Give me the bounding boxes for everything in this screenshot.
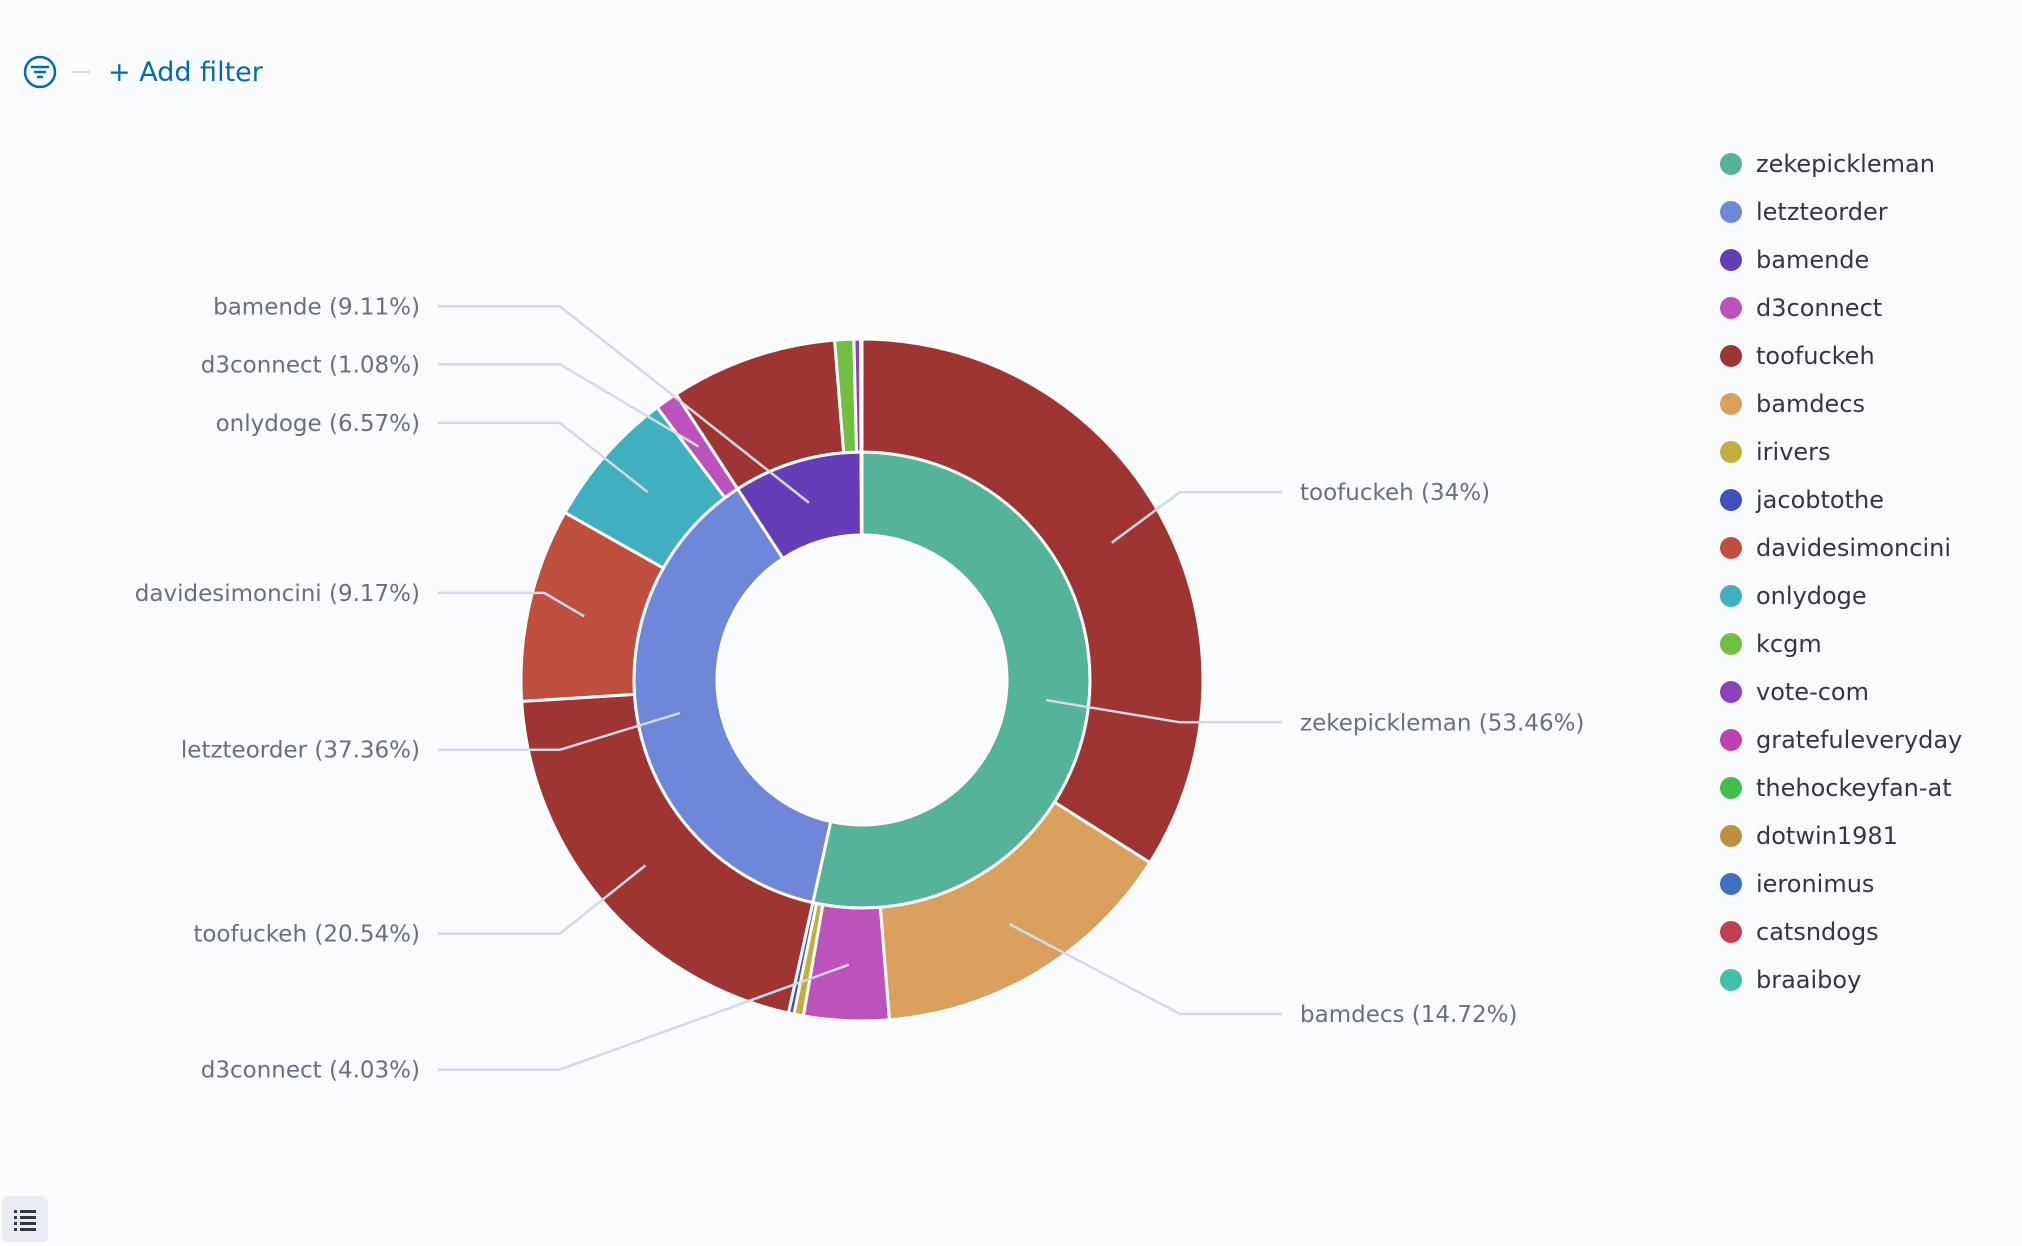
filter-icon[interactable]	[22, 54, 58, 90]
legend-color-dot	[1720, 585, 1742, 607]
filter-separator	[72, 71, 90, 73]
legend-label: d3connect	[1756, 294, 1883, 322]
legend-color-dot	[1720, 297, 1742, 319]
legend-color-dot	[1720, 249, 1742, 271]
legend-color-dot	[1720, 153, 1742, 175]
chart-slices	[519, 337, 1205, 1023]
legend-color-dot	[1720, 201, 1742, 223]
leader-line	[438, 963, 850, 1071]
legend-color-dot	[1720, 777, 1742, 799]
leader-line	[438, 711, 681, 751]
legend-label: letzteorder	[1756, 198, 1888, 226]
legend-color-dot	[1720, 537, 1742, 559]
chart-labels: zekepickleman (53.46%) letzteorder (37.36…	[135, 294, 1585, 1083]
slice-label: onlydoge (6.57%)	[216, 411, 420, 437]
leader-line	[438, 591, 585, 618]
legend-item[interactable]: gratefuleveryday	[1720, 716, 1962, 764]
slice-toofuckeh[interactable]	[860, 337, 1205, 865]
slice-label: davidesimoncini (9.17%)	[135, 581, 420, 607]
legend-item[interactable]: zekepickleman	[1720, 140, 1962, 188]
legend-label: zekepickleman	[1756, 150, 1935, 178]
legend-item[interactable]: irivers	[1720, 428, 1962, 476]
legend-item[interactable]: ieronimus	[1720, 860, 1962, 908]
legend-item[interactable]: bamende	[1720, 236, 1962, 284]
legend-item[interactable]: toofuckeh	[1720, 332, 1962, 380]
legend-item[interactable]: kcgm	[1720, 620, 1962, 668]
legend-label: catsndogs	[1756, 918, 1879, 946]
slice-label: bamdecs (14.72%)	[1300, 1002, 1517, 1028]
legend-label: jacobtothe	[1756, 486, 1884, 514]
legend-color-dot	[1720, 825, 1742, 847]
legend-label: toofuckeh	[1756, 342, 1875, 370]
list-icon	[14, 1210, 36, 1231]
legend-item[interactable]: catsndogs	[1720, 908, 1962, 956]
legend-label: irivers	[1756, 438, 1831, 466]
slice-vote-com[interactable]	[852, 337, 863, 454]
legend-item[interactable]: d3connect	[1720, 284, 1962, 332]
legend-toggle-button[interactable]	[2, 1196, 48, 1242]
legend-color-dot	[1720, 873, 1742, 895]
slice-label: toofuckeh (34%)	[1300, 480, 1490, 506]
legend-label: vote-com	[1756, 678, 1869, 706]
legend-item[interactable]: vote-com	[1720, 668, 1962, 716]
legend-color-dot	[1720, 633, 1742, 655]
slice-label: toofuckeh (20.54%)	[193, 922, 420, 948]
legend-color-dot	[1720, 345, 1742, 367]
donut-chart: zekepickleman (53.46%) letzteorder (37.36…	[135, 294, 1585, 1083]
legend-color-dot	[1720, 681, 1742, 703]
legend-item[interactable]: jacobtothe	[1720, 476, 1962, 524]
legend-item[interactable]: onlydoge	[1720, 572, 1962, 620]
legend-label: dotwin1981	[1756, 822, 1898, 850]
legend-color-dot	[1720, 441, 1742, 463]
legend-label: gratefuleveryday	[1756, 726, 1963, 754]
legend-item[interactable]: letzteorder	[1720, 188, 1962, 236]
leader-line	[438, 305, 810, 504]
slice-label: letzteorder (37.36%)	[181, 738, 420, 764]
legend-label: kcgm	[1756, 630, 1822, 658]
legend-label: ieronimus	[1756, 870, 1875, 898]
legend-item[interactable]: davidesimoncini	[1720, 524, 1962, 572]
legend-item[interactable]: bamdecs	[1720, 380, 1962, 428]
legend-label: bamende	[1756, 246, 1870, 274]
leader-line	[1045, 698, 1282, 724]
leader-line	[438, 864, 647, 935]
legend-item[interactable]: thehockeyfan-at	[1720, 764, 1962, 812]
legend-item[interactable]: dotwin1981	[1720, 812, 1962, 860]
chart-leader-lines	[438, 305, 1282, 1071]
legend-label: onlydoge	[1756, 582, 1867, 610]
chart-legend: zekepickleman letzteorder bamende d3connect…	[1720, 140, 1962, 1004]
slice-label: d3connect (1.08%)	[201, 352, 420, 378]
legend-label: bamdecs	[1756, 390, 1866, 418]
add-filter-button[interactable]: + Add filter	[108, 56, 263, 88]
legend-item[interactable]: braaiboy	[1720, 956, 1962, 1004]
filter-bar: + Add filter	[22, 50, 263, 94]
slice-toofuckeh[interactable]	[520, 692, 815, 1015]
leader-line	[1111, 490, 1282, 544]
legend-label: braaiboy	[1756, 966, 1862, 994]
legend-color-dot	[1720, 921, 1742, 943]
legend-label: davidesimoncini	[1756, 534, 1951, 562]
slice-label: bamende (9.11%)	[213, 294, 420, 320]
legend-color-dot	[1720, 729, 1742, 751]
legend-color-dot	[1720, 393, 1742, 415]
leader-line	[438, 363, 700, 448]
slice-label: d3connect (4.03%)	[201, 1058, 420, 1084]
legend-color-dot	[1720, 969, 1742, 991]
legend-color-dot	[1720, 489, 1742, 511]
legend-label: thehockeyfan-at	[1756, 774, 1952, 802]
leader-line	[1008, 922, 1282, 1016]
leader-line	[438, 421, 649, 494]
slice-label: zekepickleman (53.46%)	[1300, 710, 1584, 736]
